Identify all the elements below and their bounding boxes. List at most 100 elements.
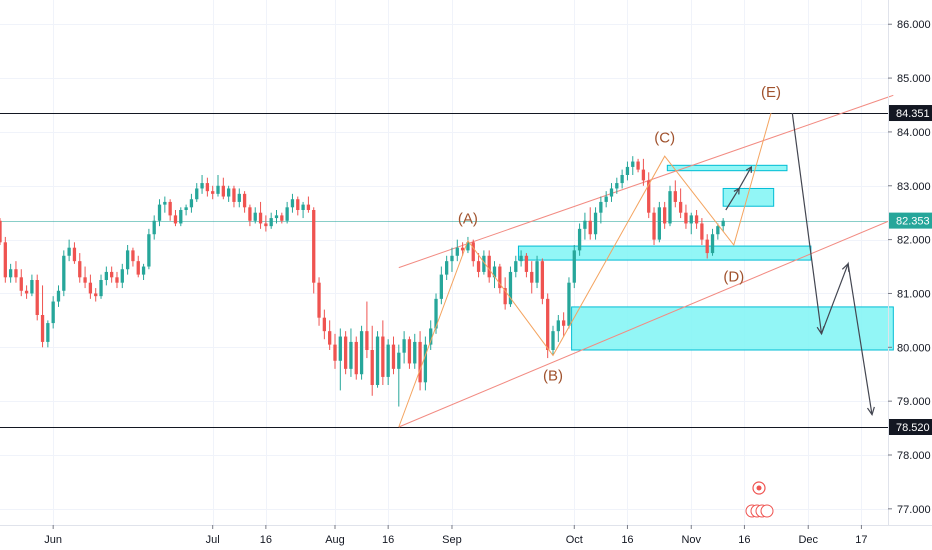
candle-body-down: [333, 344, 337, 361]
candle-body-down: [370, 350, 374, 385]
candle-body-down: [561, 320, 566, 326]
candle-body-down: [211, 191, 215, 194]
candle-body-up: [482, 255, 486, 272]
price-tick-label: 85.000: [897, 73, 931, 85]
candle-body-down: [205, 183, 210, 192]
candle-body-down: [296, 199, 300, 210]
candle-body-up: [397, 352, 401, 369]
candle-body-down: [78, 261, 82, 278]
candle-body-up: [290, 199, 295, 208]
candle-body-down: [258, 212, 263, 224]
candle-body-up: [375, 336, 380, 385]
candle-body-up: [147, 234, 151, 267]
elliott-wave-path: [398, 112, 772, 428]
price-tick-label: 79.000: [897, 396, 931, 408]
candle-body-up: [195, 188, 199, 200]
candle-body-up: [716, 226, 720, 235]
level-price-tag: 78.520: [896, 422, 930, 434]
candle-body-down: [530, 271, 534, 283]
candle-body-up: [179, 210, 183, 224]
candle-body-down: [381, 336, 385, 377]
candle-body-down: [498, 266, 502, 289]
candle-body-up: [274, 215, 279, 219]
candle-body-down: [3, 242, 7, 278]
candle-body-down: [694, 215, 699, 224]
support-resistance-zones: [517, 164, 894, 351]
projection-arrowhead: [866, 406, 875, 416]
candle-body-down: [264, 223, 268, 227]
candle-body-down: [343, 336, 348, 369]
candle-body-up: [413, 341, 417, 364]
candle-body-down: [391, 344, 396, 369]
event-markers[interactable]: [745, 481, 774, 518]
candle-body-down: [684, 212, 688, 224]
time-tick-label: Aug: [325, 534, 345, 546]
candle-body-up: [657, 207, 662, 240]
candle-body-down: [136, 261, 140, 275]
candle-body-down: [705, 239, 709, 254]
candle-body-up: [184, 207, 188, 210]
grid: [0, 0, 888, 525]
candle-body-up: [450, 255, 454, 262]
candle-body-down: [418, 341, 422, 383]
projection-arrows: [725, 113, 875, 416]
candle-body-down: [88, 282, 93, 294]
candle-body-up: [577, 228, 582, 251]
candle-body-down: [460, 247, 465, 251]
candle-body-up: [423, 344, 428, 383]
candle-body-up: [237, 193, 241, 202]
candle-body-down: [407, 339, 412, 364]
candle-body-up: [189, 199, 194, 208]
candle-body-down: [365, 331, 369, 350]
wave-label: (A): [458, 210, 478, 227]
time-tick-label: Dec: [798, 534, 818, 546]
candle-body-up: [668, 191, 672, 224]
candle-body-up: [556, 320, 560, 332]
price-tick-label: 83.000: [897, 181, 931, 193]
candle-body-down: [83, 277, 87, 283]
candle-body-up: [152, 220, 156, 235]
candle-body-down: [546, 298, 550, 350]
candle-body-up: [46, 323, 50, 342]
price-tick-label: 84.000: [897, 127, 931, 139]
candle-body-up: [141, 266, 146, 275]
time-tick-label: Jun: [44, 534, 62, 546]
price-axis[interactable]: 86.000 85.000 84.000 83.000 82.000 81.000 80.0…: [888, 19, 932, 516]
candle-body-up: [67, 247, 71, 256]
wave-path-line: [398, 112, 772, 428]
candle-body-up: [466, 242, 470, 251]
price-tick-label: 81.000: [897, 288, 931, 300]
time-tick-label: Jul: [206, 534, 220, 546]
time-tick-label: Nov: [681, 534, 701, 546]
candle-body-down: [94, 293, 98, 297]
price-tick-label: 86.000: [897, 19, 931, 31]
candle-body-down: [328, 331, 332, 345]
zone-rectangle: [571, 306, 894, 351]
candle-body-down: [317, 282, 321, 318]
current-price-tag: 82.353: [896, 216, 930, 228]
candle-body-up: [338, 336, 342, 361]
projection-arrowhead: [816, 326, 825, 336]
time-axis[interactable]: Jun Jul 16 Aug 16 Sep Oct 16 Nov 16 Dec 17: [44, 525, 868, 546]
time-tick-label: 16: [621, 534, 633, 546]
wave-labels: (A) (B) (C) (D) (E): [458, 84, 781, 385]
zone-rectangle: [722, 187, 775, 207]
level-price-tag: 84.351: [896, 108, 930, 120]
projection-arrowhead: [745, 165, 752, 173]
candle-body-up: [157, 204, 162, 221]
candle-body-down: [173, 215, 178, 224]
level-price-tag-background: [889, 419, 932, 435]
candle-body-up: [535, 261, 539, 283]
projection-segment: [725, 188, 740, 211]
price-tick-label: 78.000: [897, 450, 931, 462]
candle-body-up: [301, 204, 305, 210]
wave-label: (C): [654, 130, 675, 147]
candle-body-up: [599, 201, 603, 213]
candle-body-up: [51, 301, 55, 324]
candle-body-up: [216, 185, 220, 194]
candle-body-up: [492, 266, 497, 278]
candle-body-up: [439, 274, 443, 299]
candle-body-down: [647, 180, 651, 213]
time-tick-label: Sep: [442, 534, 462, 546]
